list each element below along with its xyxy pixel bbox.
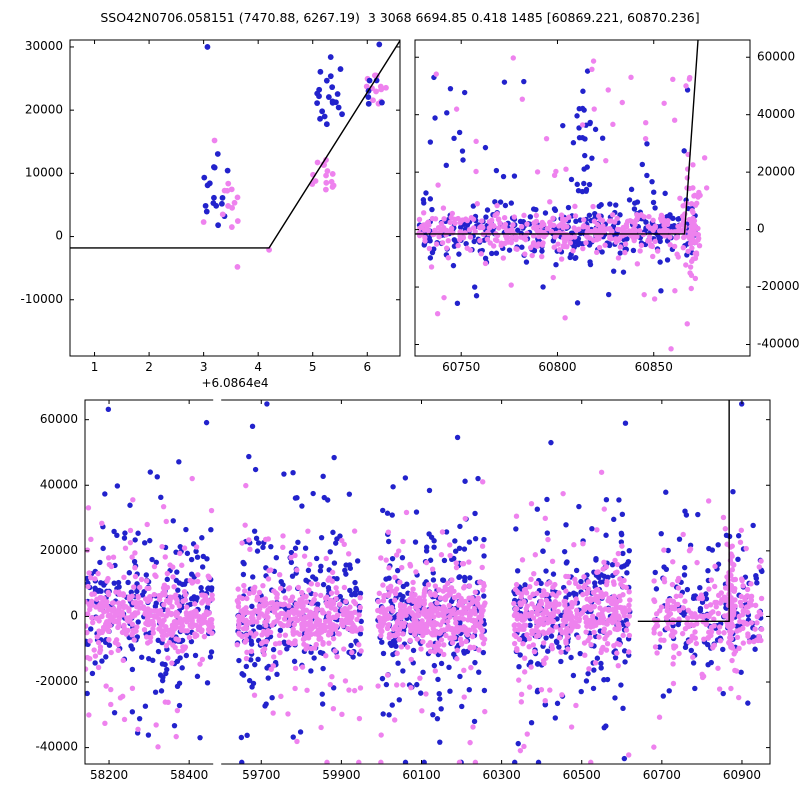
plot-top-left bbox=[0, 28, 410, 398]
plot-bottom bbox=[0, 398, 800, 800]
figure-title: SSO42N0706.058151 (7470.88, 6267.19) 3 3… bbox=[100, 10, 700, 25]
plot-top-right bbox=[410, 28, 800, 398]
